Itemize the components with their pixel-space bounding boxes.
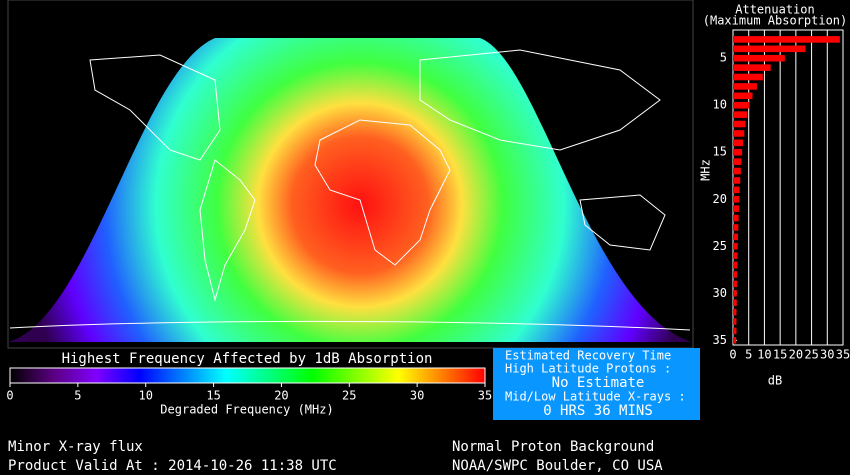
bar [733, 308, 737, 316]
bar [733, 45, 806, 53]
x-tick-label: 20 [789, 348, 803, 362]
x-tick-label: 0 [729, 348, 736, 362]
x-tick-label: 15 [773, 348, 787, 362]
bar [733, 101, 750, 109]
bar [733, 158, 742, 165]
recovery-label: Mid/Low Latitude X-rays : [505, 390, 686, 404]
y-tick-label: 15 [713, 145, 727, 159]
bar [733, 64, 771, 71]
recovery-label: High Latitude Protons : [505, 362, 671, 376]
status-text: NOAA/SWPC Boulder, CO USA [452, 458, 663, 474]
bar [733, 139, 744, 147]
chart-subtitle: (Maximum Absorption) [703, 14, 848, 28]
status-text: Minor X-ray flux [8, 439, 143, 455]
status-text: Product Valid At : 2014-10-26 11:38 UTC [8, 458, 337, 474]
x-tick-label: 30 [820, 348, 834, 362]
x-tick-label: 15 [206, 389, 220, 403]
chart-title: Attenuation [735, 3, 814, 17]
x-tick-label: 25 [804, 348, 818, 362]
colorbar-label: Degraded Frequency (MHz) [160, 403, 333, 417]
bar [733, 92, 753, 100]
bar [733, 148, 743, 156]
bar [733, 289, 737, 297]
bar [733, 252, 738, 259]
bar [733, 318, 737, 325]
bar [733, 205, 739, 212]
x-tick-label: 5 [745, 348, 752, 362]
x-tick-label: 5 [74, 389, 81, 403]
bar [733, 177, 741, 184]
x-tick-label: 25 [342, 389, 356, 403]
bar [733, 111, 748, 118]
x-tick-label: 10 [138, 389, 152, 403]
x-tick-label: 10 [757, 348, 771, 362]
x-axis-label: dB [768, 374, 782, 388]
bar [733, 224, 739, 231]
bar [733, 214, 739, 222]
y-tick-label: 20 [713, 192, 727, 206]
bar [733, 83, 757, 90]
bar [733, 233, 739, 241]
y-tick-label: 35 [713, 333, 727, 347]
x-tick-label: 35 [836, 348, 850, 362]
status-text: Normal Proton Background [452, 439, 654, 455]
bar [733, 186, 740, 194]
bar [733, 167, 741, 175]
bar [733, 73, 763, 81]
x-tick-label: 0 [6, 389, 13, 403]
bar [733, 36, 840, 43]
x-tick-label: 35 [478, 389, 492, 403]
bar [733, 271, 738, 278]
absorption-region [8, 38, 692, 342]
bar [733, 299, 737, 306]
y-tick-label: 25 [713, 239, 727, 253]
recovery-box [493, 348, 700, 420]
bar [733, 130, 745, 137]
x-tick-label: 30 [410, 389, 424, 403]
bar [733, 54, 785, 62]
bar [733, 242, 738, 250]
y-tick-label: 5 [720, 51, 727, 65]
x-tick-label: 20 [274, 389, 288, 403]
recovery-value: 0 HRS 36 MINS [543, 403, 653, 419]
map-frame [7, 0, 694, 349]
bar [733, 280, 738, 288]
bar [733, 120, 746, 128]
bar [733, 327, 737, 335]
colorbar [9, 367, 486, 384]
bar [733, 195, 740, 203]
y-tick-label: 30 [713, 286, 727, 300]
y-tick-label: 10 [713, 98, 727, 112]
coastlines [9, 49, 691, 331]
colorbar-title: Highest Frequency Affected by 1dB Absorp… [62, 351, 433, 367]
bar [733, 337, 737, 344]
recovery-value: No Estimate [552, 375, 645, 391]
bar [733, 261, 738, 269]
recovery-title: Estimated Recovery Time [505, 349, 671, 363]
y-axis-label: MHz [699, 159, 713, 181]
